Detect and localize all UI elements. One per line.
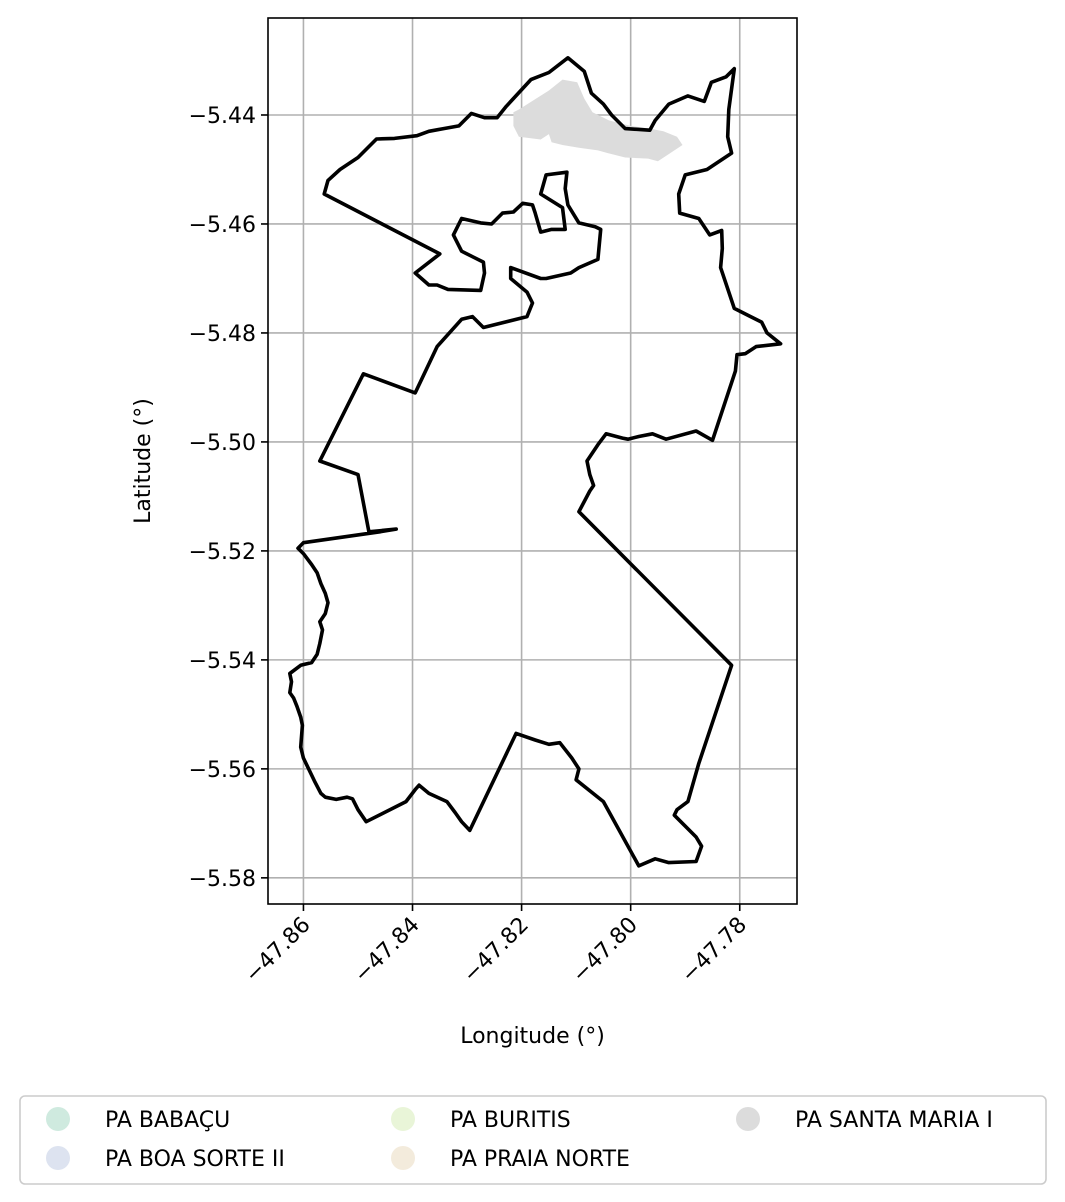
- axes-frame: [267, 17, 798, 905]
- legend-marker: [391, 1146, 415, 1170]
- y-tick-label: −5.48: [189, 322, 256, 347]
- grid: [268, 18, 797, 904]
- legend-entry: PA BURITIS: [391, 1107, 571, 1133]
- x-axis-label: Longitude (°): [460, 1024, 605, 1049]
- legend-label: PA BABAÇU: [105, 1108, 230, 1133]
- legend: PA BABAÇU PA BOA SORTE II PA BURITIS PA PRA…: [19, 1095, 1047, 1185]
- legend-entry: PA BABAÇU: [46, 1107, 230, 1133]
- y-tick-label: −5.44: [189, 104, 256, 129]
- x-tick-label: −47.86: [240, 913, 315, 988]
- legend-entry: PA PRAIA NORTE: [391, 1146, 630, 1172]
- legend-label: PA PRAIA NORTE: [450, 1147, 630, 1172]
- axis-ticks: −47.86 −47.84 −47.82 −47.80 −47.78 −5.44 −5.46…: [189, 104, 752, 988]
- y-axis-label: Latitude (°): [131, 398, 156, 524]
- area-pa-santa-maria-i: [513, 79, 683, 162]
- y-tick-label: −5.58: [189, 867, 256, 892]
- boundary-outline: [287, 55, 783, 868]
- legend-entry: PA SANTA MARIA I: [736, 1107, 993, 1133]
- legend-label: PA BURITIS: [450, 1108, 571, 1133]
- y-tick-label: −5.52: [189, 540, 256, 565]
- legend-marker: [391, 1107, 415, 1131]
- y-tick-label: −5.56: [189, 758, 256, 783]
- x-tick-label: −47.84: [350, 913, 425, 988]
- boundary-polygon: [287, 55, 783, 868]
- area-fills: [513, 79, 683, 162]
- x-tick-label: −47.82: [459, 913, 534, 988]
- legend-marker: [46, 1146, 70, 1170]
- legend-label: PA BOA SORTE II: [105, 1147, 285, 1172]
- x-tick-label: −47.80: [568, 913, 643, 988]
- legend-marker: [736, 1107, 760, 1131]
- legend-marker: [46, 1107, 70, 1131]
- legend-frame: [19, 1095, 1047, 1185]
- x-tick-label: −47.78: [677, 913, 752, 988]
- y-tick-label: −5.54: [189, 649, 256, 674]
- y-tick-label: −5.46: [189, 213, 256, 238]
- legend-entry: PA BOA SORTE II: [46, 1146, 285, 1172]
- y-tick-label: −5.50: [189, 431, 256, 456]
- legend-label: PA SANTA MARIA I: [795, 1108, 993, 1133]
